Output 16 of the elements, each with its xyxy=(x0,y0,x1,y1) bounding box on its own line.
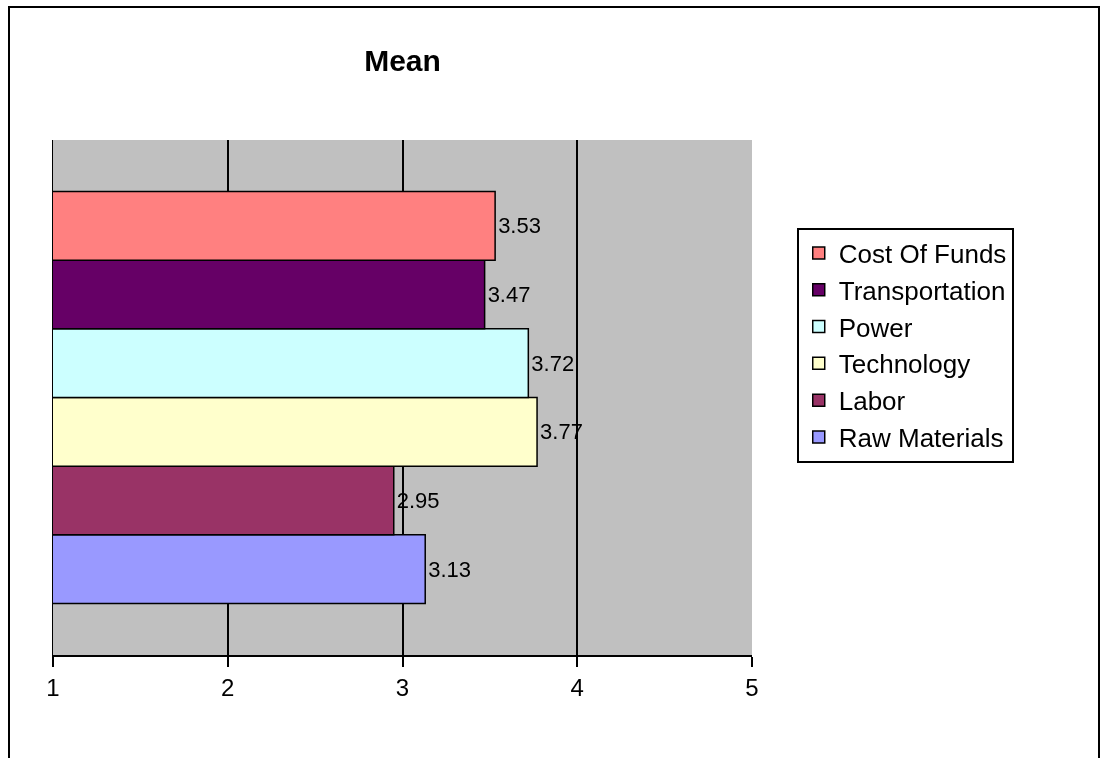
x-tick-label: 5 xyxy=(745,673,759,701)
legend-label: Technology xyxy=(838,349,971,380)
chart-title: Mean xyxy=(364,44,441,78)
x-tick-label: 1 xyxy=(46,673,60,701)
legend-label: Cost Of Funds xyxy=(838,239,1007,270)
legend-label: Power xyxy=(838,312,913,343)
legend-label: Labor xyxy=(838,386,906,417)
x-tick-label: 2 xyxy=(221,673,235,701)
data-label: 3.53 xyxy=(498,213,541,239)
legend-label: Transportation xyxy=(838,275,1006,306)
data-label: 3.47 xyxy=(487,282,531,307)
legend-label: Raw Materials xyxy=(838,423,1004,454)
x-tick-label: 3 xyxy=(395,673,410,701)
data-label: 3.13 xyxy=(428,556,472,582)
x-tick-label: 4 xyxy=(570,673,584,701)
data-label: 3.72 xyxy=(531,350,575,376)
